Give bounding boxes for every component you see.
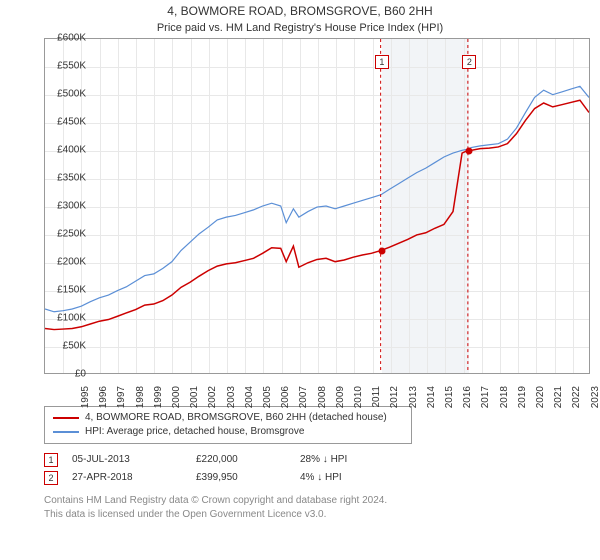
y-axis-label: £100K: [46, 312, 86, 323]
marker-label: 1: [375, 55, 389, 69]
legend-swatch: [53, 417, 79, 419]
y-axis-label: £50K: [46, 340, 86, 351]
x-axis-label: 2018: [499, 386, 510, 426]
transaction-price: £399,950: [196, 470, 286, 486]
chart-title: 4, BOWMORE ROAD, BROMSGROVE, B60 2HH: [0, 0, 600, 20]
x-axis-label: 2000: [171, 386, 182, 426]
y-axis-label: £0: [46, 368, 86, 379]
x-axis-label: 2023: [590, 386, 600, 426]
x-axis-label: 2020: [535, 386, 546, 426]
x-axis-label: 2009: [335, 386, 346, 426]
x-axis-label: 2012: [389, 386, 400, 426]
series-line: [45, 86, 589, 311]
transaction-marker: 2: [44, 471, 58, 485]
x-axis-label: 1997: [116, 386, 127, 426]
plot-region: 12: [44, 38, 590, 374]
transaction-date: 27-APR-2018: [72, 470, 182, 486]
x-axis-label: 2015: [444, 386, 455, 426]
footer-line-1: Contains HM Land Registry data © Crown c…: [44, 494, 592, 508]
x-axis-label: 2001: [189, 386, 200, 426]
y-axis-label: £250K: [46, 228, 86, 239]
transaction-hpi: 28% ↓ HPI: [300, 452, 390, 468]
line-series-svg: [45, 39, 589, 373]
y-axis-label: £150K: [46, 284, 86, 295]
x-axis-label: 2006: [280, 386, 291, 426]
transaction-hpi: 4% ↓ HPI: [300, 470, 390, 486]
y-axis-label: £300K: [46, 200, 86, 211]
x-axis-label: 2016: [462, 386, 473, 426]
x-axis-label: 2003: [226, 386, 237, 426]
x-axis-label: 2014: [426, 386, 437, 426]
y-axis-label: £500K: [46, 88, 86, 99]
transaction-row: 2 27-APR-2018 £399,950 4% ↓ HPI: [44, 470, 592, 486]
transaction-date: 05-JUL-2013: [72, 452, 182, 468]
chart-subtitle: Price paid vs. HM Land Registry's House …: [0, 20, 600, 38]
x-axis-label: 2010: [353, 386, 364, 426]
y-axis-label: £600K: [46, 32, 86, 43]
marker-point: [466, 147, 473, 154]
x-axis-label: 2002: [207, 386, 218, 426]
transaction-price: £220,000: [196, 452, 286, 468]
legend-item: HPI: Average price, detached house, Brom…: [53, 425, 403, 439]
x-axis-label: 2007: [298, 386, 309, 426]
x-axis-label: 2021: [553, 386, 564, 426]
x-axis-label: 2013: [408, 386, 419, 426]
x-axis-label: 2017: [480, 386, 491, 426]
y-axis-label: £550K: [46, 60, 86, 71]
transactions-table: 1 05-JUL-2013 £220,000 28% ↓ HPI 2 27-APR-201…: [44, 452, 592, 486]
x-axis-label: 2008: [317, 386, 328, 426]
x-axis-label: 2005: [262, 386, 273, 426]
marker-point: [378, 248, 385, 255]
x-axis-label: 1998: [135, 386, 146, 426]
footer-line-2: This data is licensed under the Open Gov…: [44, 508, 592, 522]
footer-attribution: Contains HM Land Registry data © Crown c…: [44, 494, 592, 522]
x-axis-label: 2022: [571, 386, 582, 426]
chart-area: 12 £0£50K£100K£150K£200K£250K£300K£350K£…: [44, 38, 590, 398]
x-axis-label: 2004: [244, 386, 255, 426]
y-axis-label: £200K: [46, 256, 86, 267]
transaction-row: 1 05-JUL-2013 £220,000 28% ↓ HPI: [44, 452, 592, 468]
transaction-marker: 1: [44, 453, 58, 467]
x-axis-label: 1995: [80, 386, 91, 426]
y-axis-label: £400K: [46, 144, 86, 155]
x-axis-label: 1996: [98, 386, 109, 426]
legend-label: HPI: Average price, detached house, Brom…: [85, 425, 304, 439]
legend-swatch: [53, 431, 79, 433]
x-axis-label: 1999: [153, 386, 164, 426]
marker-label: 2: [462, 55, 476, 69]
x-axis-label: 2011: [371, 386, 382, 426]
y-axis-label: £450K: [46, 116, 86, 127]
series-line: [45, 100, 589, 329]
y-axis-label: £350K: [46, 172, 86, 183]
x-axis-label: 2019: [517, 386, 528, 426]
